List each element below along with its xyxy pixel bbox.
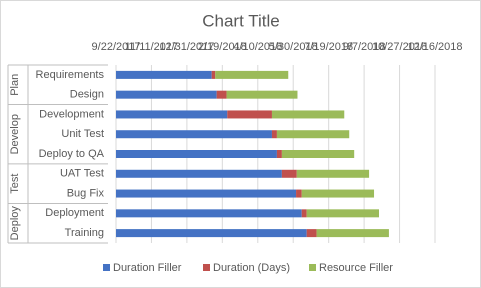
bar (301, 189, 375, 198)
bar (316, 229, 389, 238)
y-tick-label: Design (70, 89, 104, 101)
bar (116, 70, 212, 79)
legend-swatch (203, 264, 210, 271)
x-tick-label: 2/19/2018 (198, 41, 247, 53)
bar (116, 150, 277, 158)
bar (271, 110, 345, 119)
group-label: Deploy (9, 206, 21, 241)
bar (116, 209, 302, 218)
y-tick-label: Training (65, 227, 104, 239)
x-tick-label: 7/19/2018 (304, 41, 353, 53)
x-tick-label: 9/22/2017 (92, 41, 141, 53)
bar (116, 90, 217, 99)
bar (116, 169, 282, 178)
bar (301, 209, 307, 218)
bar (296, 169, 370, 178)
y-tick-label: Deployment (45, 207, 104, 219)
bar (306, 229, 317, 238)
legend-label: Duration Filler (113, 262, 182, 274)
legend-swatch (309, 264, 316, 271)
y-tick-label: Requirements (36, 69, 105, 81)
group-label: Test (9, 174, 21, 194)
legend-label: Duration (Days) (213, 262, 290, 274)
bar (116, 229, 307, 238)
chart-title: Chart Title (202, 11, 279, 30)
group-label: Plan (9, 74, 21, 96)
bar (116, 189, 297, 198)
bar (276, 150, 282, 158)
bar (226, 90, 298, 99)
y-tick-label: Development (39, 108, 104, 120)
bar (281, 169, 297, 178)
bar (215, 70, 289, 79)
bar (271, 130, 277, 139)
x-tick-label: 9/7/2018 (343, 41, 386, 53)
bar (281, 150, 355, 158)
y-tick-label: Bug Fix (67, 187, 105, 199)
x-tick-label: 4/10/2018 (233, 41, 282, 53)
group-label: Develop (9, 114, 21, 154)
x-tick-label: 11/11/2017 (125, 41, 178, 53)
bar (116, 130, 272, 139)
x-tick-label: 12/16/2018 (407, 41, 462, 53)
legend-label: Resource Filler (319, 262, 393, 274)
bar (227, 110, 272, 119)
legend-swatch (103, 264, 110, 271)
bar (116, 110, 228, 119)
y-tick-label: Unit Test (61, 128, 104, 140)
bar (296, 189, 302, 198)
x-tick-label: 5/30/2018 (269, 41, 318, 53)
y-tick-label: Deploy to QA (39, 148, 105, 160)
x-tick-label: 12/31/2017 (159, 41, 214, 53)
bar (276, 130, 350, 139)
y-tick-label: UAT Test (60, 168, 104, 180)
bar (216, 90, 227, 99)
x-tick-label: 10/27/2018 (372, 41, 427, 53)
bar (211, 70, 216, 79)
bar (306, 209, 379, 218)
